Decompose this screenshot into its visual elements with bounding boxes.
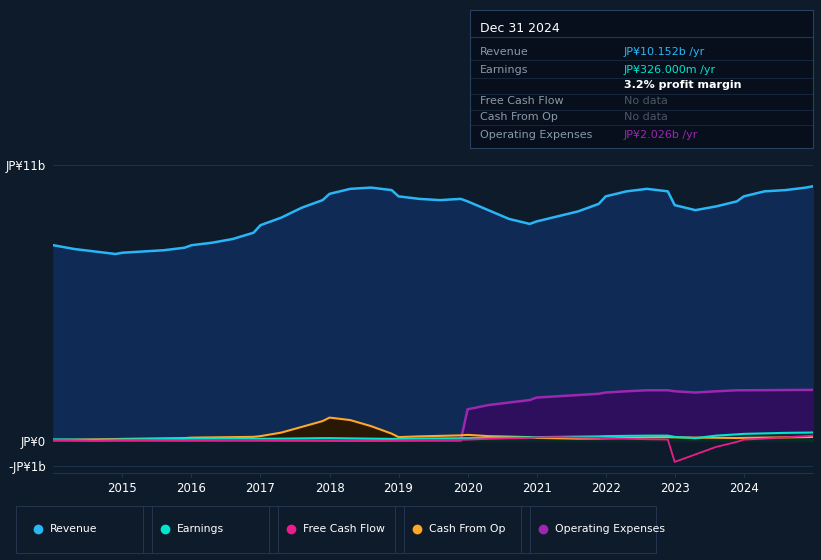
Text: Free Cash Flow: Free Cash Flow	[480, 96, 563, 106]
Text: JP¥326.000m /yr: JP¥326.000m /yr	[624, 65, 716, 75]
Text: JP¥10.152b /yr: JP¥10.152b /yr	[624, 47, 705, 57]
Text: Cash From Op: Cash From Op	[480, 112, 557, 122]
Text: Cash From Op: Cash From Op	[429, 524, 505, 534]
Text: Operating Expenses: Operating Expenses	[555, 524, 665, 534]
Text: Revenue: Revenue	[480, 47, 529, 57]
Text: No data: No data	[624, 96, 668, 106]
Text: Earnings: Earnings	[177, 524, 223, 534]
Text: Revenue: Revenue	[50, 524, 98, 534]
Text: 3.2% profit margin: 3.2% profit margin	[624, 80, 741, 90]
Text: Operating Expenses: Operating Expenses	[480, 129, 592, 139]
Text: JP¥2.026b /yr: JP¥2.026b /yr	[624, 129, 699, 139]
Text: Earnings: Earnings	[480, 65, 529, 75]
Text: No data: No data	[624, 112, 668, 122]
Text: Dec 31 2024: Dec 31 2024	[480, 22, 560, 35]
Text: Free Cash Flow: Free Cash Flow	[302, 524, 384, 534]
